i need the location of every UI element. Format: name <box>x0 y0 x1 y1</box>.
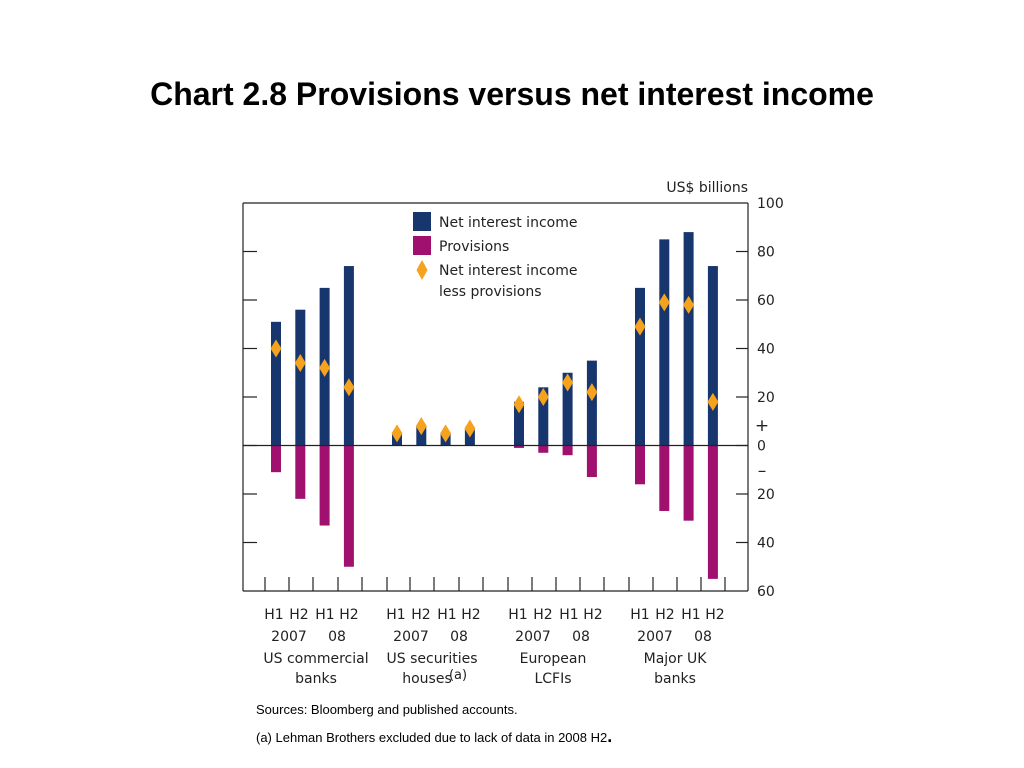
x-year-label: 08 <box>694 629 712 645</box>
legend-label-net-interest-income: Net interest income <box>439 215 577 231</box>
y-tick-label: 100 <box>757 196 784 212</box>
bar-provisions <box>538 445 549 453</box>
minus-sign: – <box>758 461 767 481</box>
y-tick-label: 20 <box>757 390 775 406</box>
x-half-label: H1 <box>386 607 405 623</box>
marker-net-interest-income-less-provisions <box>683 295 695 314</box>
legend-swatch-net-interest-income <box>413 212 431 231</box>
marker-net-interest-income-less-provisions <box>658 293 670 312</box>
footnote-a-period: . <box>607 726 613 746</box>
bar-provisions <box>586 445 597 478</box>
marker-net-interest-income-less-provisions <box>537 388 549 406</box>
bar-net-interest-income <box>295 309 306 446</box>
bar-net-interest-income <box>562 372 573 446</box>
x-group-label: LCFIs <box>534 671 571 687</box>
y-tick-label: 60 <box>757 293 775 309</box>
x-group-label: Major UK <box>644 651 708 667</box>
x-year-label: 2007 <box>393 629 429 645</box>
footnote-a: (a) Lehman Brothers excluded due to lack… <box>256 727 612 745</box>
chart: 100 80 60 40 20 0 20 40 60 US$ billions + – Net int… <box>242 180 784 687</box>
x-year-label: 08 <box>572 629 590 645</box>
x-half-label: H1 <box>315 607 334 623</box>
marker-net-interest-income-less-provisions <box>391 424 403 443</box>
marker-net-interest-income-less-provisions <box>464 419 476 438</box>
bar-net-interest-income <box>514 401 524 446</box>
bar-net-interest-income <box>586 360 597 446</box>
marker-net-interest-income-less-provisions <box>294 354 306 373</box>
bar-provisions <box>295 445 306 499</box>
marker-net-interest-income-less-provisions <box>586 383 598 402</box>
bar-provisions <box>514 445 524 448</box>
marker-net-interest-income-less-provisions <box>513 395 525 414</box>
y-tick-label: 80 <box>757 245 775 261</box>
bar-provisions <box>707 445 718 579</box>
bar-provisions <box>319 445 330 526</box>
x-half-label: H2 <box>461 607 480 623</box>
x-year-label: 2007 <box>515 629 551 645</box>
x-half-label: H1 <box>437 607 456 623</box>
y-tick-label: 40 <box>757 536 775 552</box>
footnote-a-text: (a) Lehman Brothers excluded due to lack… <box>256 730 608 745</box>
legend-swatch-provisions <box>413 236 431 255</box>
x-half-label: H2 <box>411 607 430 623</box>
marker-net-interest-income-less-provisions <box>562 373 574 392</box>
x-group-label: US commercial <box>263 651 368 667</box>
bar-provisions <box>659 445 670 511</box>
legend-swatch-diamond <box>416 260 428 280</box>
x-half-label: H1 <box>559 607 578 623</box>
x-half-label: H2 <box>533 607 552 623</box>
bar-provisions <box>635 445 645 485</box>
chart-title: Chart 2.8 Provisions versus net interest… <box>150 76 874 112</box>
sources-note: Sources: Bloomberg and published account… <box>256 702 518 717</box>
x-half-label: H2 <box>289 607 308 623</box>
x-year-label: 08 <box>328 629 346 645</box>
unit-label: US$ billions <box>666 180 748 196</box>
x-half-label: H2 <box>583 607 602 623</box>
legend-label-net-interest-income-less-provisions: Net interest income <box>439 263 577 279</box>
y-tick-label: 40 <box>757 342 775 358</box>
x-half-label: H1 <box>264 607 283 623</box>
marker-net-interest-income-less-provisions <box>319 358 331 377</box>
x-half-label: H1 <box>508 607 527 623</box>
y-tick-label: 60 <box>757 584 775 600</box>
marker-net-interest-income-less-provisions <box>415 417 427 436</box>
x-year-label: 08 <box>450 629 468 645</box>
y-tick-label: 20 <box>757 487 775 503</box>
bar-net-interest-income <box>538 387 549 446</box>
x-half-label: H2 <box>655 607 674 623</box>
x-half-label: H2 <box>705 607 724 623</box>
y-tick-label: 0 <box>757 439 766 455</box>
bar-net-interest-income <box>683 232 694 446</box>
legend-label-provisions: Provisions <box>439 239 509 255</box>
x-group-label: banks <box>295 671 337 687</box>
x-half-label: H2 <box>339 607 358 623</box>
bar-net-interest-income <box>343 266 354 446</box>
legend-label-less-provisions: less provisions <box>439 284 542 300</box>
bar-net-interest-income <box>271 321 281 446</box>
bar-net-interest-income <box>659 239 670 446</box>
x-group-label: banks <box>654 671 696 687</box>
x-year-label: 2007 <box>637 629 673 645</box>
x-group-label: European <box>520 651 587 667</box>
bar-provisions <box>343 445 354 567</box>
bar-provisions <box>562 445 573 456</box>
marker-net-interest-income-less-provisions <box>440 424 452 443</box>
x-group-label: US securities <box>387 651 478 667</box>
marker-net-interest-income-less-provisions <box>707 392 719 411</box>
x-half-label: H1 <box>681 607 700 623</box>
bar-provisions <box>683 445 694 521</box>
x-group-label: houses <box>402 671 452 687</box>
bar-net-interest-income <box>635 287 645 446</box>
x-year-label: 2007 <box>271 629 307 645</box>
x-half-label: H1 <box>630 607 649 623</box>
bar-provisions <box>271 445 281 473</box>
bar-net-interest-income <box>416 426 427 446</box>
plus-sign: + <box>755 416 769 436</box>
marker-net-interest-income-less-provisions <box>343 378 355 397</box>
marker-net-interest-income-less-provisions <box>270 339 282 358</box>
x-group-superscript: (a) <box>449 668 467 683</box>
marker-net-interest-income-less-provisions <box>634 317 646 336</box>
bar-net-interest-income <box>707 266 718 446</box>
